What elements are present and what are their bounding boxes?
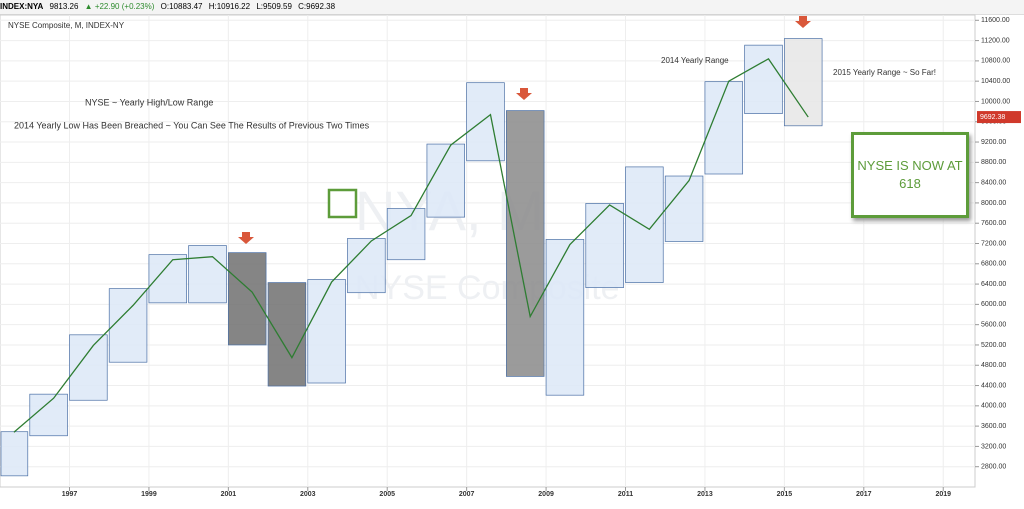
arrows xyxy=(238,16,811,244)
range-box xyxy=(625,166,664,283)
range-box xyxy=(744,44,783,114)
marker-square xyxy=(327,188,358,219)
y-tick-label: 7200.00 xyxy=(981,240,1006,247)
range-box xyxy=(466,82,505,162)
y-tick-label: 8800.00 xyxy=(981,159,1006,166)
y-tick-label: 6800.00 xyxy=(981,261,1006,268)
range-box xyxy=(307,279,346,384)
annotation: 2014 Yearly Low Has Been Breached ~ You … xyxy=(14,120,370,130)
y-tick-label: 11200.00 xyxy=(981,37,1010,44)
x-tick-label: 1999 xyxy=(141,491,157,498)
x-tick-label: 2019 xyxy=(935,491,951,498)
y-tick-label: 11600.00 xyxy=(981,17,1010,24)
x-tick-label: 2003 xyxy=(300,491,316,498)
y-tick-label: 5600.00 xyxy=(981,322,1006,329)
x-tick-label: 2005 xyxy=(379,491,395,498)
range-box xyxy=(228,252,267,346)
arrow xyxy=(238,232,254,244)
y-tick-label: 10400.00 xyxy=(981,78,1010,85)
x-tick-label: 2013 xyxy=(697,491,713,498)
y-tick-label: 7600.00 xyxy=(981,220,1006,227)
arrow xyxy=(516,88,532,100)
range-box xyxy=(0,431,29,477)
y-tick-label: 6400.00 xyxy=(981,281,1006,288)
range-box xyxy=(585,203,624,288)
y-tick-label: 2800.00 xyxy=(981,464,1006,471)
range-box xyxy=(506,110,545,377)
x-tick-label: 2007 xyxy=(459,491,475,498)
annotation: 2014 Yearly Range xyxy=(661,56,729,65)
price-label: 9692.38 xyxy=(980,114,1005,121)
y-tick-label: 5200.00 xyxy=(981,342,1006,349)
y-tick-label: 3200.00 xyxy=(981,443,1006,450)
chart-title: NYSE Composite, M, INDEX-NY xyxy=(8,21,125,30)
low: L:9509.59 xyxy=(256,2,292,11)
annotation: 2015 Yearly Range ~ So Far! xyxy=(833,68,936,77)
y-tick-label: 3600.00 xyxy=(981,423,1006,430)
range-box xyxy=(545,239,585,396)
range-box xyxy=(704,81,744,175)
x-tick-label: 2009 xyxy=(538,491,554,498)
x-tick-label: 2001 xyxy=(221,491,237,498)
y-tick-label: 9200.00 xyxy=(981,139,1006,146)
change: ▲ +22.90 (+0.23%) xyxy=(84,2,155,11)
range-box xyxy=(69,334,108,401)
y-tick-label: 4000.00 xyxy=(981,403,1006,410)
open: O:10883.47 xyxy=(160,2,203,11)
price: 9813.26 xyxy=(49,2,79,11)
y-tick-label: 4800.00 xyxy=(981,362,1006,369)
price-line xyxy=(13,57,809,433)
range-box xyxy=(267,282,307,387)
price-label-bg xyxy=(977,111,1021,124)
callout: NYSE IS NOW AT 618 xyxy=(851,132,969,218)
range-box xyxy=(426,143,465,218)
x-tick-label: 2015 xyxy=(777,491,793,498)
y-tick-label: 8400.00 xyxy=(981,179,1006,186)
range-box xyxy=(386,208,426,261)
high: H:10916.22 xyxy=(208,2,251,11)
range-box xyxy=(108,288,148,363)
arrow xyxy=(795,16,811,28)
x-tick-label: 1997 xyxy=(62,491,78,498)
y-tick-label: 8000.00 xyxy=(981,200,1006,207)
x-tick-label: 2011 xyxy=(618,491,633,498)
range-box xyxy=(347,238,386,294)
y-tick-label: 10800.00 xyxy=(981,58,1010,65)
y-tick-label: 10000.00 xyxy=(981,98,1010,105)
symbol: INDEX:NYA xyxy=(0,2,44,11)
range-box xyxy=(29,393,68,437)
range-box xyxy=(188,245,227,304)
range-box xyxy=(784,38,823,127)
y-tick-label: 6000.00 xyxy=(981,301,1006,308)
annotation: NYSE ~ Yearly High/Low Range xyxy=(85,97,213,107)
x-tick-label: 2017 xyxy=(856,491,872,498)
y-tick-label: 4400.00 xyxy=(981,382,1006,389)
close: C:9692.38 xyxy=(298,2,336,11)
range-box xyxy=(148,254,187,304)
